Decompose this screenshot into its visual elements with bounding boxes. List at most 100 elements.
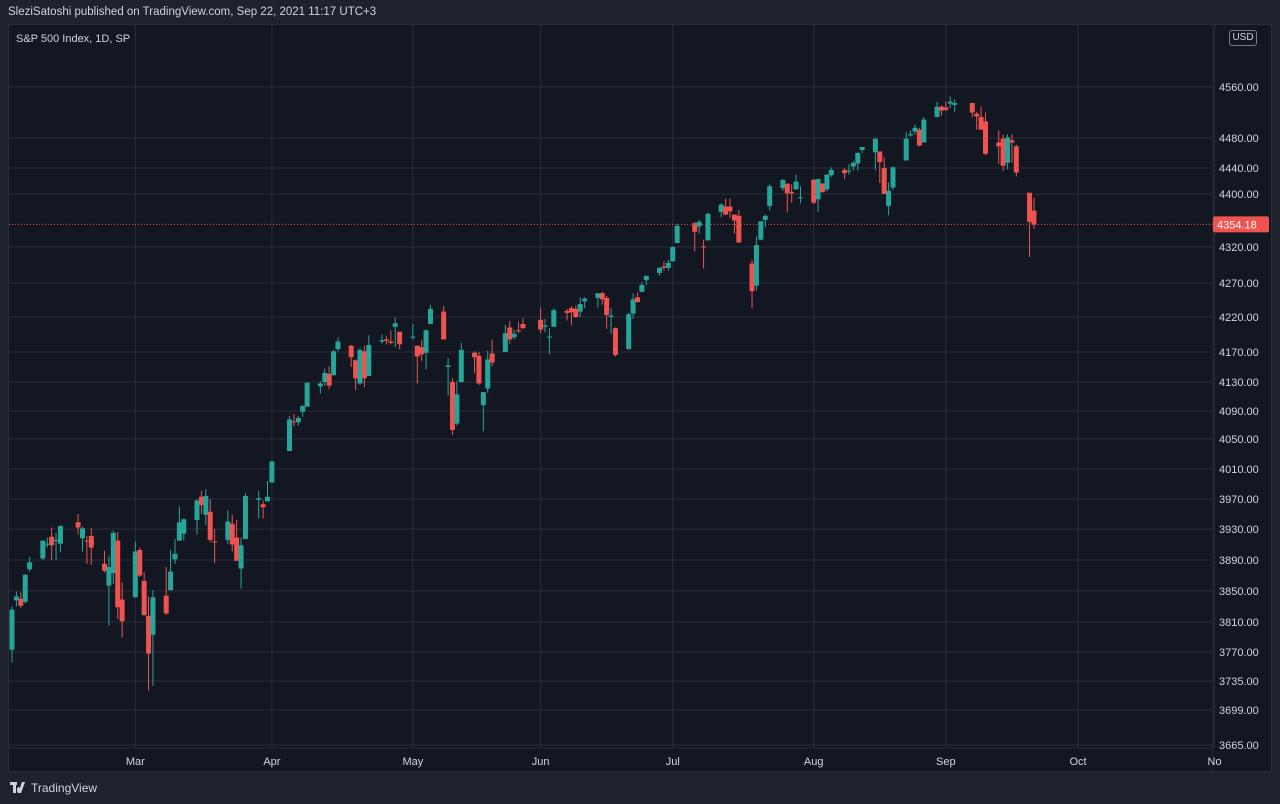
candle-body bbox=[176, 522, 182, 541]
candle-body bbox=[137, 549, 143, 576]
x-tick-label: Jul bbox=[666, 756, 680, 768]
candle-body bbox=[304, 382, 310, 407]
candlestick-chart[interactable]: Mar Apr May Jun Jul Aug Sep Oct No 4560.00 4480.0… bbox=[9, 25, 1273, 773]
candle-body bbox=[974, 113, 980, 117]
candle bbox=[842, 168, 848, 180]
candle bbox=[383, 335, 389, 345]
candle-body bbox=[612, 328, 618, 355]
candle-body bbox=[472, 352, 478, 358]
candle-body bbox=[670, 247, 676, 262]
candle bbox=[397, 331, 403, 350]
candle-body bbox=[141, 580, 147, 616]
candle bbox=[110, 530, 116, 585]
currency-badge[interactable]: USD bbox=[1229, 30, 1257, 46]
candle bbox=[665, 259, 671, 271]
candle bbox=[626, 312, 632, 350]
candle-body bbox=[604, 297, 610, 315]
candle-body bbox=[1027, 192, 1033, 222]
candle bbox=[212, 529, 218, 564]
candle-body bbox=[824, 174, 830, 190]
candle-body bbox=[331, 351, 337, 376]
candle-body bbox=[639, 285, 645, 292]
candle bbox=[207, 499, 213, 543]
candle bbox=[551, 308, 557, 327]
chart-title: S&P 500 Index, 1D, SP bbox=[16, 33, 130, 45]
candle-body bbox=[229, 523, 235, 545]
candle bbox=[331, 349, 337, 376]
candle-body bbox=[88, 535, 94, 548]
candle-body bbox=[242, 496, 248, 540]
candle-body bbox=[718, 204, 724, 212]
tradingview-brand[interactable]: TradingView bbox=[10, 781, 97, 795]
y-tick-label: 3665.00 bbox=[1219, 740, 1259, 752]
candle-body bbox=[225, 521, 231, 540]
candle bbox=[106, 556, 112, 626]
candle bbox=[53, 532, 59, 560]
candle bbox=[577, 297, 583, 317]
candle bbox=[75, 514, 81, 535]
candle bbox=[612, 327, 618, 357]
y-tick-label: 3699.00 bbox=[1219, 705, 1259, 717]
candle bbox=[194, 499, 200, 535]
candle bbox=[1031, 197, 1037, 230]
candle-body bbox=[300, 405, 306, 412]
candle-body bbox=[749, 263, 755, 292]
candle-body bbox=[18, 598, 24, 606]
candle bbox=[454, 381, 460, 426]
candle-body bbox=[723, 206, 729, 215]
candle bbox=[762, 214, 768, 228]
candle bbox=[361, 345, 367, 388]
candle bbox=[969, 102, 975, 117]
candle bbox=[912, 124, 918, 135]
candle-body bbox=[234, 537, 240, 561]
candle-body bbox=[573, 308, 579, 317]
candle bbox=[758, 221, 764, 241]
y-tick-label: 3770.00 bbox=[1219, 647, 1259, 659]
candle-body bbox=[419, 347, 425, 355]
candle bbox=[516, 321, 522, 334]
candle bbox=[137, 547, 143, 578]
candle bbox=[877, 151, 883, 183]
candle-body bbox=[291, 421, 297, 423]
candle-body bbox=[938, 106, 944, 111]
candle bbox=[181, 518, 187, 541]
candle-body bbox=[132, 551, 138, 598]
candle bbox=[511, 329, 517, 340]
candle-body bbox=[859, 147, 865, 150]
y-tick-label: 4440.00 bbox=[1219, 163, 1259, 175]
candle-body bbox=[767, 186, 773, 206]
chart-panel[interactable]: Mar Apr May Jun Jul Aug Sep Oct No 4560.00 4480.0… bbox=[8, 24, 1273, 773]
candle-body bbox=[357, 349, 363, 384]
candle bbox=[921, 116, 927, 143]
y-tick-label: 4400.00 bbox=[1219, 189, 1259, 201]
candle-body bbox=[978, 116, 984, 130]
candle-body bbox=[168, 571, 174, 591]
candle bbox=[379, 334, 385, 344]
candle bbox=[696, 219, 702, 234]
candle-body bbox=[881, 168, 887, 194]
candle-body bbox=[366, 345, 372, 376]
candle-body bbox=[665, 262, 671, 268]
candle-body bbox=[317, 383, 323, 387]
candle bbox=[229, 514, 235, 552]
candle-body bbox=[392, 323, 398, 327]
candle-body bbox=[661, 266, 667, 268]
candle-body bbox=[815, 179, 821, 200]
x-tick-label: Apr bbox=[263, 756, 280, 768]
candle bbox=[322, 368, 328, 386]
candle-body bbox=[353, 360, 359, 379]
candle-body bbox=[780, 179, 786, 189]
candle-body bbox=[921, 119, 927, 143]
candle bbox=[723, 198, 729, 216]
candle bbox=[238, 537, 244, 589]
candle-body bbox=[485, 359, 491, 389]
candle bbox=[886, 182, 892, 216]
candle-body bbox=[828, 169, 834, 176]
candle bbox=[978, 106, 984, 130]
candle-body bbox=[326, 373, 332, 386]
candle-body bbox=[102, 563, 108, 571]
candle bbox=[291, 413, 297, 427]
candle bbox=[326, 366, 332, 390]
candle bbox=[392, 317, 398, 348]
candle bbox=[335, 337, 341, 352]
